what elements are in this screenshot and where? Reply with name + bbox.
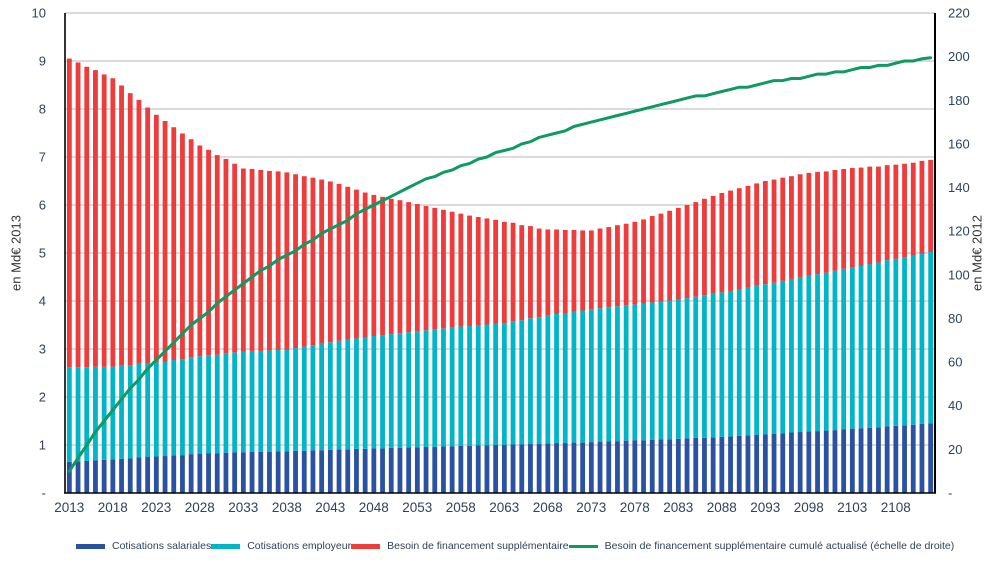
- legend-label: Besoin de financement supplémentaire: [387, 540, 569, 552]
- legend-label: Cotisations employeur: [247, 540, 352, 552]
- svg-text:60: 60: [948, 355, 962, 370]
- svg-text:2038: 2038: [272, 500, 302, 515]
- svg-text:80: 80: [948, 311, 962, 326]
- svg-text:10: 10: [32, 6, 46, 21]
- svg-text:160: 160: [948, 136, 970, 151]
- svg-text:2033: 2033: [228, 500, 258, 515]
- left-axis-title: en Md€ 2013: [8, 215, 24, 291]
- svg-text:2: 2: [39, 390, 46, 405]
- right-axis-title: en Md€ 2012: [969, 215, 985, 291]
- legend-item-cotisations-salariales: Cotisations salariales: [76, 540, 211, 552]
- y-axis-left-labels: 10 9 8 7 6 5 4 3 2 1 -: [32, 6, 46, 501]
- legend-bar-swatch: [211, 543, 241, 549]
- chart-legend: Cotisations salariales Cotisations employ…: [76, 537, 954, 555]
- svg-text:20: 20: [948, 442, 962, 457]
- svg-text:6: 6: [39, 198, 46, 213]
- svg-text:100: 100: [948, 267, 970, 282]
- svg-text:2093: 2093: [750, 500, 780, 515]
- legend-item-besoin-de-financement-suppl-mentaire-cum: Besoin de financement supplémentaire cum…: [568, 540, 955, 552]
- legend-item-cotisations-employeur: Cotisations employeur: [211, 540, 351, 552]
- axis-lines: [64, 13, 936, 494]
- svg-text:40: 40: [948, 398, 962, 413]
- svg-text:8: 8: [39, 102, 46, 117]
- legend-line-swatch: [568, 544, 598, 548]
- svg-text:2108: 2108: [881, 500, 911, 515]
- line-besoin-cumule: [67, 56, 933, 473]
- svg-text:2083: 2083: [663, 500, 693, 515]
- svg-text:1: 1: [39, 438, 46, 453]
- legend-bar-swatch: [351, 543, 381, 549]
- svg-text:-: -: [42, 486, 46, 501]
- svg-text:180: 180: [948, 93, 970, 108]
- svg-text:2028: 2028: [185, 500, 215, 515]
- svg-text:2053: 2053: [402, 500, 432, 515]
- svg-text:2088: 2088: [707, 500, 737, 515]
- svg-text:2073: 2073: [576, 500, 606, 515]
- x-axis-labels: 2013 2018 2023 2028 2033 2038 2043 2048 2053 2058…: [54, 500, 911, 515]
- svg-text:2063: 2063: [489, 500, 519, 515]
- svg-text:2043: 2043: [315, 500, 345, 515]
- svg-text:2103: 2103: [837, 500, 867, 515]
- legend-bar-swatch: [76, 543, 105, 549]
- svg-text:2068: 2068: [533, 500, 563, 515]
- svg-text:2018: 2018: [98, 500, 128, 515]
- svg-text:2023: 2023: [141, 500, 171, 515]
- svg-text:2048: 2048: [359, 500, 389, 515]
- svg-text:2098: 2098: [794, 500, 824, 515]
- svg-text:140: 140: [948, 180, 970, 195]
- legend-item-besoin-de-financement-suppl-mentaire: Besoin de financement supplémentaire: [351, 540, 569, 552]
- svg-text:2058: 2058: [446, 500, 476, 515]
- bars-cotisations-salariales: [66, 423, 934, 493]
- bars-besoin-de-financement-suppl-mentaire: [66, 58, 934, 368]
- svg-text:4: 4: [39, 294, 46, 309]
- y-axis-right-labels: 220 200 180 160 140 120 100 80 60 40 20 -: [948, 6, 970, 501]
- legend-label: Cotisations salariales: [112, 540, 212, 552]
- svg-text:-: -: [948, 486, 952, 501]
- svg-text:7: 7: [39, 150, 46, 165]
- legend-label: Besoin de financement supplémentaire cum…: [604, 540, 955, 552]
- svg-text:220: 220: [948, 6, 970, 21]
- svg-text:200: 200: [948, 49, 970, 64]
- svg-text:2078: 2078: [620, 500, 650, 515]
- svg-text:3: 3: [39, 342, 46, 357]
- bars-cotisations-employeur: [66, 252, 934, 462]
- svg-text:5: 5: [39, 246, 46, 261]
- svg-text:2013: 2013: [54, 500, 84, 515]
- chart-plot-area: 10987654321-2202001801601401201008060402…: [32, 6, 970, 516]
- svg-text:9: 9: [39, 54, 46, 69]
- svg-text:120: 120: [948, 224, 970, 239]
